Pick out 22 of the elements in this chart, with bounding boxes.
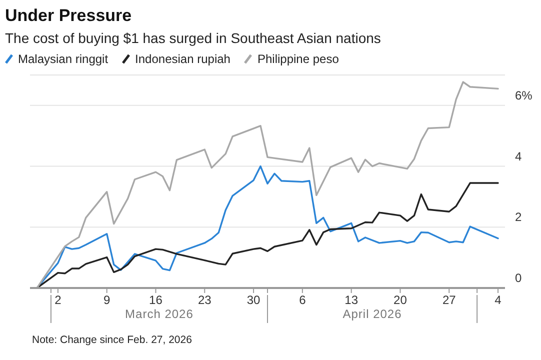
x-tick-label: 16	[149, 293, 163, 307]
x-tick-label: 2	[54, 293, 62, 307]
x-tick-label: 9	[103, 293, 110, 307]
y-tick-label: 6%	[515, 88, 533, 102]
x-tick-label: 4	[494, 293, 502, 307]
y-tick-label: 0	[515, 271, 522, 285]
x-tick-label: 6	[299, 293, 306, 307]
x-tick-label: 20	[394, 293, 408, 307]
x-tick-label: 13	[344, 293, 358, 307]
y-tick-label: 2	[515, 210, 522, 224]
x-tick-label: 23	[198, 293, 212, 307]
legend-label: Malaysian ringgit	[17, 52, 108, 66]
chart-subtitle: The cost of buying $1 has surged in Southeast Asian nations	[5, 30, 381, 46]
y-tick-label: 4	[515, 149, 522, 164]
legend-label: Philippine peso	[256, 52, 339, 66]
chart-title: Under Pressure	[5, 6, 132, 26]
x-tick-label: 27	[442, 293, 456, 307]
x-tick-label: 30	[246, 293, 261, 307]
text: Note: Change since Feb. 27, 2026	[32, 334, 192, 347]
legend-label: Indonesian rupiah	[134, 52, 230, 66]
text: April 2026	[342, 307, 402, 321]
text: March 2026	[125, 307, 194, 321]
